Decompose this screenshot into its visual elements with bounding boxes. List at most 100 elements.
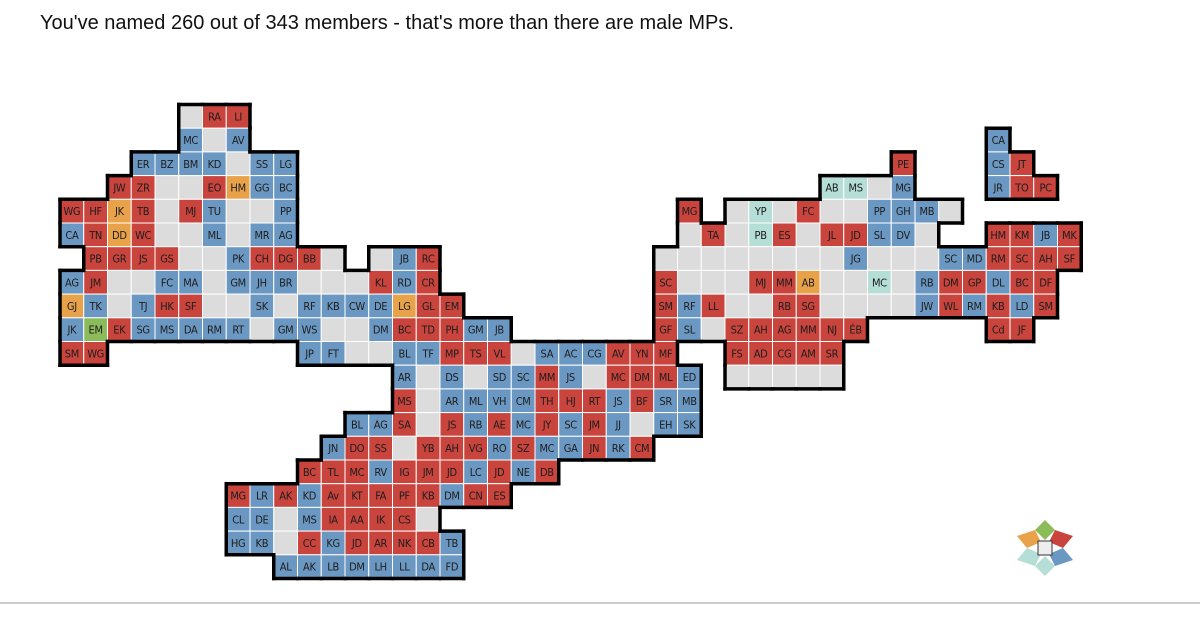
member-initials: ER xyxy=(137,158,150,171)
member-initials: TJ xyxy=(138,300,147,313)
member-tile xyxy=(724,269,750,295)
member-initials: SM xyxy=(65,347,79,360)
member-initials: CG xyxy=(587,347,601,360)
member-initials: KB xyxy=(992,300,1005,313)
member-initials: KL xyxy=(375,276,387,289)
member-initials: ES xyxy=(778,229,790,242)
member-initials: JW xyxy=(112,181,126,194)
member-initials: AB xyxy=(825,181,838,194)
member-initials: AB xyxy=(802,276,815,289)
member-initials: SS xyxy=(256,158,268,171)
member-initials: DM xyxy=(634,371,650,384)
member-initials: AC xyxy=(564,347,577,360)
member-initials: MK xyxy=(1062,229,1077,242)
member-tile xyxy=(819,246,845,271)
member-initials: JS xyxy=(565,371,575,384)
member-initials: HF xyxy=(89,205,102,218)
member-initials: JY xyxy=(542,418,553,431)
member-initials: ML xyxy=(659,371,673,384)
member-initials: DM xyxy=(349,561,365,574)
member-initials: PH xyxy=(445,324,458,337)
member-initials: JG xyxy=(850,253,861,266)
member-initials: TB xyxy=(136,205,150,218)
member-tile xyxy=(582,364,607,390)
member-initials: JS xyxy=(613,395,623,408)
member-initials: EH xyxy=(659,418,672,431)
member-initials: PB xyxy=(755,229,768,242)
member-initials: AK xyxy=(303,561,316,574)
member-initials: MC xyxy=(539,442,554,455)
tiles: RA LI MC AV CA ER BZ BM KD SS LG PE CS JT JW ZR EO HM GG BC… xyxy=(59,104,1082,579)
member-initials: MP xyxy=(445,347,459,360)
member-initials: AD xyxy=(754,347,768,360)
member-initials: AG xyxy=(279,229,293,242)
member-initials: KT xyxy=(351,490,363,503)
member-initials: NE xyxy=(517,466,530,479)
member-tile xyxy=(107,269,132,295)
member-tile xyxy=(843,293,868,319)
member-initials: AR xyxy=(445,395,458,408)
member-initials: CA xyxy=(65,229,79,242)
member-tile xyxy=(463,364,488,390)
member-tile xyxy=(724,293,750,319)
member-initials: GM xyxy=(468,324,484,337)
member-initials: RB xyxy=(778,300,792,313)
member-initials: RK xyxy=(612,442,626,455)
member-initials: FA xyxy=(375,490,386,503)
member-initials: LL xyxy=(708,300,719,313)
member-initials: HG xyxy=(231,537,246,550)
member-initials: MC xyxy=(872,276,887,289)
member-initials: MS xyxy=(849,181,863,194)
member-initials: Av xyxy=(327,490,339,503)
member-initials: JL xyxy=(827,229,837,242)
member-tile xyxy=(107,293,132,319)
member-initials: MA xyxy=(183,276,198,289)
member-initials: JK xyxy=(114,205,125,218)
member-initials: AH xyxy=(445,442,459,455)
member-tile xyxy=(795,246,821,271)
member-initials: RM xyxy=(967,300,982,313)
member-tile xyxy=(819,269,845,295)
member-initials: GF xyxy=(659,324,672,337)
borders xyxy=(58,102,1083,581)
member-initials: DM xyxy=(444,490,460,503)
member-initials: CN xyxy=(469,490,483,503)
member-initials: MJ xyxy=(185,205,196,218)
member-initials: SC xyxy=(659,276,672,289)
member-initials: BB xyxy=(303,253,316,266)
member-initials: AG xyxy=(65,276,79,289)
member-initials: MF xyxy=(659,347,673,360)
member-tile xyxy=(273,530,298,556)
member-initials: IG xyxy=(399,466,409,479)
member-tile xyxy=(772,246,797,271)
member-initials: BM xyxy=(183,158,198,171)
member-initials: LB xyxy=(327,561,339,574)
member-initials: JJ xyxy=(615,418,621,431)
member-tile xyxy=(867,246,892,271)
member-initials: BL xyxy=(351,418,363,431)
member-initials: JM xyxy=(89,276,101,289)
member-tile xyxy=(724,198,750,224)
member-initials: MC xyxy=(183,134,198,147)
member-tile xyxy=(225,222,251,248)
member-initials: JN xyxy=(589,442,600,455)
member-initials: SL xyxy=(684,324,696,337)
member-tile xyxy=(154,175,180,200)
member-tile xyxy=(700,269,726,295)
member-initials: RB xyxy=(469,418,483,431)
member-initials: JB xyxy=(399,253,410,266)
member-initials: JF xyxy=(1017,324,1027,337)
member-tile xyxy=(677,246,702,271)
member-initials: DE xyxy=(255,513,268,526)
member-initials: DD xyxy=(112,229,127,242)
member-initials: TO xyxy=(1014,181,1029,194)
member-initials: LH xyxy=(374,561,386,574)
member-initials: CH xyxy=(255,253,269,266)
member-initials: MG xyxy=(682,205,698,218)
member-initials: AH xyxy=(1039,253,1053,266)
member-initials: JW xyxy=(920,300,934,313)
member-initials: AG xyxy=(778,324,792,337)
logo-piece xyxy=(1049,548,1073,566)
member-initials: AR xyxy=(398,371,411,384)
member-initials: RA xyxy=(208,110,221,123)
